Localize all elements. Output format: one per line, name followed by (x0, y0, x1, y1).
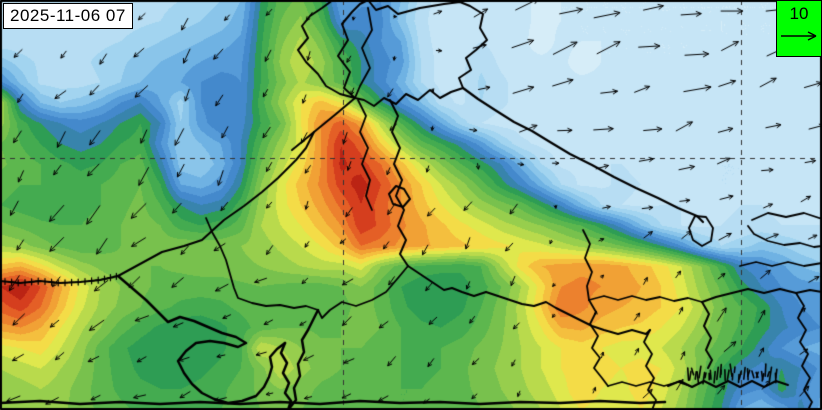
wind-reference-arrow-icon (781, 31, 817, 41)
timestamp-label: 2025-11-06 07 (3, 3, 133, 29)
wind-reference-value: 10 (789, 4, 809, 23)
timestamp-text: 2025-11-06 07 (10, 6, 126, 25)
wind-legend: 10 (776, 0, 822, 57)
